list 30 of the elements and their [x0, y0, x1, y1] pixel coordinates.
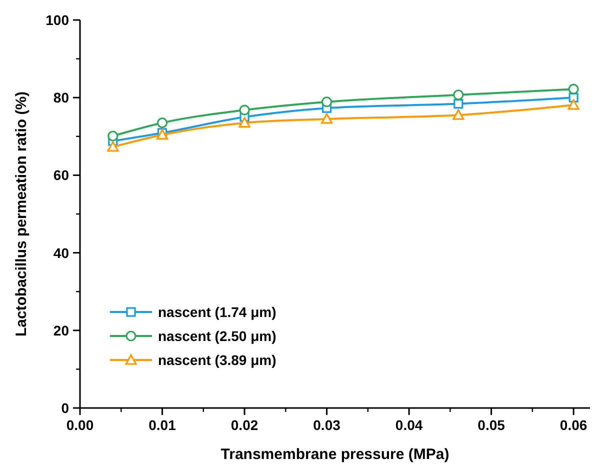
point	[454, 99, 464, 109]
point	[568, 99, 580, 110]
y-tick-label: 60	[53, 167, 70, 184]
point	[238, 117, 250, 128]
y-tick-label: 40	[53, 244, 70, 261]
point	[108, 130, 118, 142]
point	[239, 104, 250, 116]
point	[568, 84, 579, 94]
x-tick-label: 0.04	[395, 417, 423, 433]
point	[156, 118, 168, 128]
y-tick-label: 80	[53, 90, 70, 106]
legend-label: nascent (3.89 μm)	[158, 352, 276, 368]
point	[453, 90, 464, 100]
point	[107, 141, 119, 152]
point	[321, 96, 332, 108]
x-tick-label: 0.05	[478, 417, 506, 433]
x-tick-label: 0.06	[560, 417, 588, 433]
x-axis-title: Transmembrane pressure (MPa)	[220, 446, 450, 463]
y-tick-label: 100	[46, 12, 70, 28]
x-tick-label: 0.01	[148, 417, 176, 433]
x-tick-label: 0.00	[66, 417, 94, 433]
legend-label: nascent (2.50 μm)	[158, 328, 276, 344]
x-tick-label: 0.02	[230, 417, 258, 433]
point	[452, 109, 464, 120]
point	[320, 113, 333, 124]
y-axis-title: Lactobacillus permeation ratio (%)	[13, 91, 30, 337]
y-tick-label: 0	[61, 400, 70, 416]
y-tick-label: 20	[53, 322, 70, 338]
legend-label: nascent (1.74 μm)	[158, 304, 276, 320]
x-tick-label: 0.03	[313, 417, 341, 433]
